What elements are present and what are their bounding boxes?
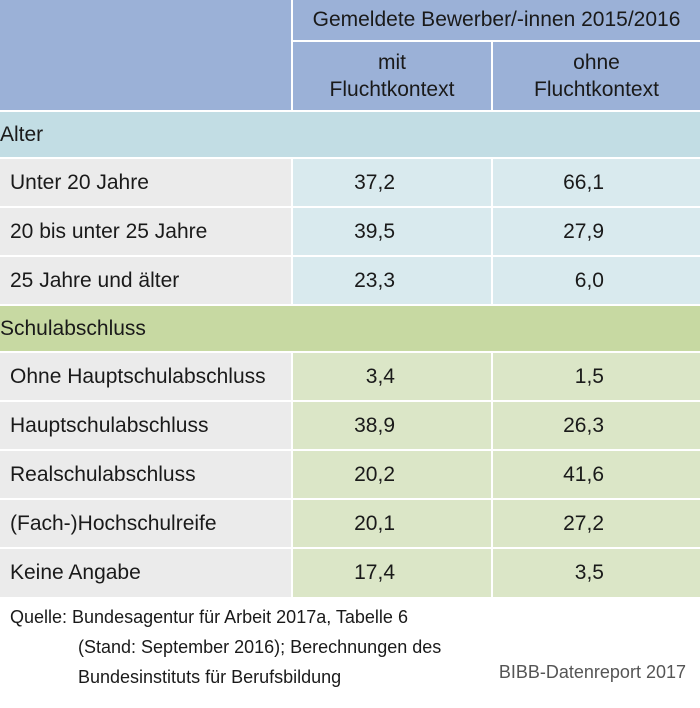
value-mit: 39,5 bbox=[291, 206, 492, 256]
row-label: (Fach-)Hochschulreife bbox=[0, 498, 292, 548]
table-row: (Fach-)Hochschulreife 20,1 27,2 bbox=[0, 498, 700, 548]
table-row: 20 bis unter 25 Jahre 39,5 27,9 bbox=[0, 206, 700, 256]
value-mit: 23,3 bbox=[291, 255, 492, 305]
table-row: Hauptschulabschluss 38,9 26,3 bbox=[0, 400, 700, 450]
value-ohne: 27,2 bbox=[491, 498, 700, 548]
column-header-mit-line2: Fluchtkontext bbox=[329, 78, 455, 101]
row-label: Keine Angabe bbox=[0, 547, 292, 597]
value-ohne: 6,0 bbox=[491, 255, 700, 305]
row-label: Hauptschulabschluss bbox=[0, 400, 292, 450]
source-line-1: Quelle: Bundesagentur für Arbeit 2017a, … bbox=[10, 607, 408, 627]
section-header-alter: Alter bbox=[0, 110, 700, 158]
value-mit: 37,2 bbox=[291, 157, 492, 207]
value-ohne: 41,6 bbox=[491, 449, 700, 499]
header-corner bbox=[0, 0, 292, 111]
value-ohne: 3,5 bbox=[491, 547, 700, 597]
table-row: 25 Jahre und älter 23,3 6,0 bbox=[0, 255, 700, 305]
publication-credit: BIBB-Datenreport 2017 bbox=[498, 662, 686, 682]
row-label: 20 bis unter 25 Jahre bbox=[0, 206, 292, 256]
data-table: Gemeldete Bewerber/-innen 2015/2016 mit … bbox=[0, 0, 700, 597]
row-label: Unter 20 Jahre bbox=[0, 157, 292, 207]
section-title: Schulabschluss bbox=[0, 304, 700, 352]
value-mit: 20,2 bbox=[291, 449, 492, 499]
row-label: Ohne Hauptschulabschluss bbox=[0, 351, 292, 401]
column-header-ohne-line1: ohne bbox=[573, 51, 620, 74]
value-ohne: 66,1 bbox=[491, 157, 700, 207]
row-label: Realschulabschluss bbox=[0, 449, 292, 499]
column-group-title: Gemeldete Bewerber/-innen 2015/2016 bbox=[291, 0, 700, 42]
value-ohne: 26,3 bbox=[491, 400, 700, 450]
row-label: 25 Jahre und älter bbox=[0, 255, 292, 305]
table-row: Realschulabschluss 20,2 41,6 bbox=[0, 449, 700, 499]
value-mit: 3,4 bbox=[291, 351, 492, 401]
value-mit: 20,1 bbox=[291, 498, 492, 548]
section-title: Alter bbox=[0, 110, 700, 158]
table-row: Keine Angabe 17,4 3,5 bbox=[0, 547, 700, 597]
section-header-schulabschluss: Schulabschluss bbox=[0, 304, 700, 352]
column-header-ohne: ohne Fluchtkontext bbox=[491, 41, 700, 111]
value-ohne: 27,9 bbox=[491, 206, 700, 256]
table-row: Unter 20 Jahre 37,2 66,1 bbox=[0, 157, 700, 207]
column-header-ohne-line2: Fluchtkontext bbox=[534, 78, 659, 101]
source-line-3: Bundesinstituts für Berufsbildung bbox=[78, 667, 342, 687]
column-header-mit-line1: mit bbox=[378, 51, 406, 74]
value-ohne: 1,5 bbox=[491, 351, 700, 401]
column-header-mit: mit Fluchtkontext bbox=[291, 41, 492, 111]
table-row: Ohne Hauptschulabschluss 3,4 1,5 bbox=[0, 351, 700, 401]
source-note: Quelle: Bundesagentur für Arbeit 2017a, … bbox=[10, 602, 441, 692]
value-mit: 38,9 bbox=[291, 400, 492, 450]
source-line-2: (Stand: September 2016); Berechnungen de… bbox=[78, 637, 442, 657]
table-footer: Quelle: Bundesagentur für Arbeit 2017a, … bbox=[0, 598, 700, 708]
value-mit: 17,4 bbox=[291, 547, 492, 597]
